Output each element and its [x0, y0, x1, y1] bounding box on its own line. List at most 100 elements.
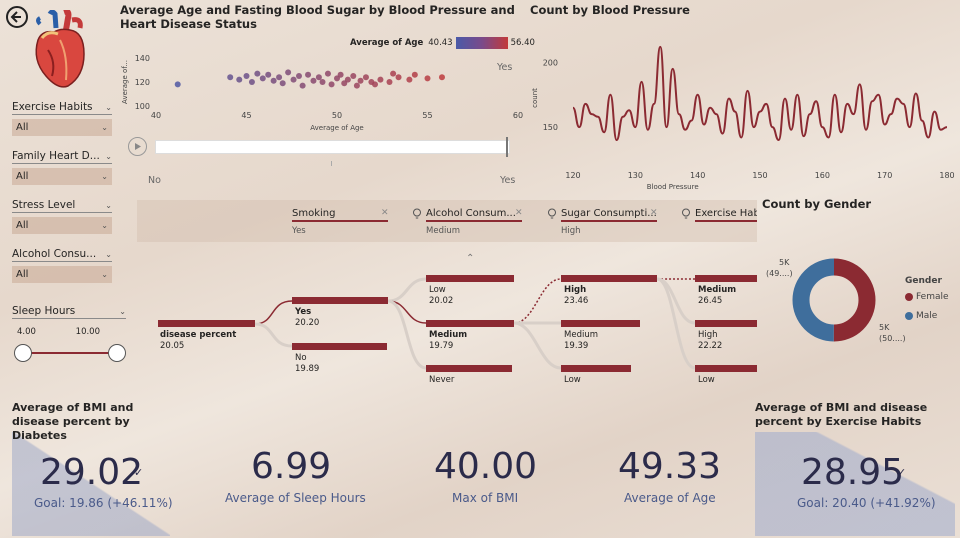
donut-chart[interactable] [760, 250, 960, 355]
tree-sub-alcohol: Medium [426, 226, 460, 236]
legend-label: Average of Age [350, 38, 424, 48]
slider-handle-max[interactable] [108, 344, 126, 362]
family-heart-slicer-label: Family Heart D... ⌄ [12, 150, 112, 164]
chevron-down-icon[interactable]: ⌄ [105, 249, 112, 259]
close-icon[interactable]: ✕ [381, 208, 389, 218]
stress-level-label: Stress Level [12, 199, 76, 211]
tree-alcohol-never: Never [429, 375, 454, 386]
scatter-ytick: 140 [135, 54, 150, 63]
tree-smoking-no-value: 19.89 [295, 364, 320, 374]
exercise-habits-dropdown[interactable]: All ⌄ [12, 119, 112, 136]
line-xtick: 180 [939, 171, 954, 180]
tree-header-exercise[interactable]: Exercise Hab [695, 208, 757, 222]
sleep-min-value[interactable]: 4.00 [17, 327, 36, 337]
scatter-point [377, 76, 384, 83]
scatter-point [406, 76, 413, 83]
chevron-down-icon: ⌄ [101, 123, 108, 132]
tree-sugar-medium-label: Medium [564, 330, 598, 340]
female-dot [905, 293, 913, 301]
chevron-down-icon[interactable]: ⌄ [105, 151, 112, 161]
family-heart-dropdown[interactable]: All ⌄ [12, 168, 112, 185]
family-heart-value: All [16, 171, 29, 182]
donut-label-left-1: 5K [779, 258, 790, 267]
tree-exercise-medium: Medium 26.45 [698, 285, 736, 307]
tree-header-sugar[interactable]: Sugar Consumpti... [561, 208, 657, 222]
tree-smoking-yes-bar[interactable] [292, 297, 388, 304]
back-button[interactable] [5, 5, 29, 29]
scatter-point [372, 81, 379, 88]
tree-sugar-high: High 23.46 [564, 285, 588, 307]
tree-sugar-low-bar[interactable] [561, 365, 631, 372]
scatter-point [227, 74, 234, 81]
exercise-habits-slicer-label: Exercise Habits ⌄ [12, 101, 112, 115]
kpi-bmi-value: 40.00 [434, 446, 538, 487]
tree-exercise-high-bar[interactable] [695, 320, 757, 327]
tree-smoking-no-bar[interactable] [292, 343, 387, 350]
scatter-point [438, 74, 445, 81]
tree-alcohol-never-bar[interactable] [426, 365, 512, 372]
chevron-down-icon[interactable]: ⌄ [105, 200, 112, 210]
sleep-slider-track[interactable] [12, 343, 126, 363]
tree-exercise-high-label: High [698, 330, 718, 340]
sleep-max-value[interactable]: 10.00 [75, 327, 100, 337]
slider-handle-min[interactable] [14, 344, 32, 362]
alcohol-dropdown[interactable]: All ⌄ [12, 266, 112, 283]
scatter-ytick: 120 [135, 78, 150, 87]
tree-sugar-medium-bar[interactable] [561, 320, 640, 327]
scatter-point [411, 71, 418, 78]
play-icon [135, 143, 141, 150]
close-icon[interactable]: ✕ [515, 208, 523, 218]
scatter-point [254, 70, 261, 77]
scatter-point [324, 70, 331, 77]
scatter-point [424, 75, 431, 82]
tree-scroll-up-icon[interactable]: ⌃ [466, 253, 475, 264]
donut-legend-male[interactable]: Male [905, 311, 937, 321]
chevron-down-icon[interactable]: ⌄ [105, 102, 112, 112]
tree-exercise-low: Low [698, 375, 715, 386]
tree-sugar-low-label: Low [564, 375, 581, 385]
line-xtick: 140 [690, 171, 705, 180]
tree-header-alcohol[interactable]: Alcohol Consum... [426, 208, 522, 222]
scatter-point [310, 77, 317, 84]
tree-root-bar[interactable] [158, 320, 255, 327]
scatter-xtick: 55 [422, 111, 432, 120]
tree-smoking-yes: Yes 20.20 [295, 307, 319, 329]
stress-level-slicer-label: Stress Level ⌄ [12, 199, 112, 213]
line-xtick: 150 [752, 171, 767, 180]
tree-exercise-medium-bar[interactable] [695, 275, 757, 282]
donut-title: Count by Gender [762, 197, 872, 211]
lightbulb-icon [413, 208, 421, 219]
tree-alcohol-medium: Medium 19.79 [429, 330, 467, 352]
tree-alcohol-medium-bar[interactable] [426, 320, 514, 327]
scatter-point [290, 76, 297, 83]
scatter-xlabel: Average of Age [310, 124, 363, 132]
kpi-exercise-value: 28.95 [801, 452, 905, 493]
donut-legend-female[interactable]: Female [905, 292, 949, 302]
tree-exercise-low-bar[interactable] [695, 365, 757, 372]
close-icon[interactable]: ✕ [650, 208, 658, 218]
sleep-hours-slicer-label: Sleep Hours ⌄ [12, 305, 126, 319]
tree-sub-sugar: High [561, 226, 581, 236]
tree-header-smoking[interactable]: Smoking [292, 208, 388, 222]
checkmark-icon: ✓ [134, 466, 144, 479]
chevron-down-icon[interactable]: ⌄ [119, 306, 126, 316]
tree-sugar-high-bar[interactable] [561, 275, 657, 282]
stress-level-dropdown[interactable]: All ⌄ [12, 217, 112, 234]
tree-sub-smoking: Yes [292, 226, 306, 236]
scatter-point [350, 73, 357, 79]
tree-alcohol-low-bar[interactable] [426, 275, 514, 282]
scatter-point [344, 76, 351, 83]
male-label: Male [916, 311, 938, 321]
lightbulb-icon [548, 208, 556, 219]
line-xlabel: Blood Pressure [647, 183, 699, 191]
play-axis-right: Yes [500, 175, 516, 186]
donut-label-right-2: (50....) [879, 334, 906, 343]
play-button[interactable] [128, 137, 147, 156]
tree-alcohol-low: Low 20.02 [429, 285, 453, 307]
kpi-exercise-title: Average of BMI and disease percent by Ex… [755, 401, 928, 428]
play-axis-track[interactable] [155, 140, 510, 154]
line-chart[interactable]: 200 150 120 130 140 150 160 170 180 Blood Pressur… [525, 38, 955, 193]
play-axis-handle[interactable] [506, 137, 508, 157]
scatter-point [390, 70, 397, 77]
